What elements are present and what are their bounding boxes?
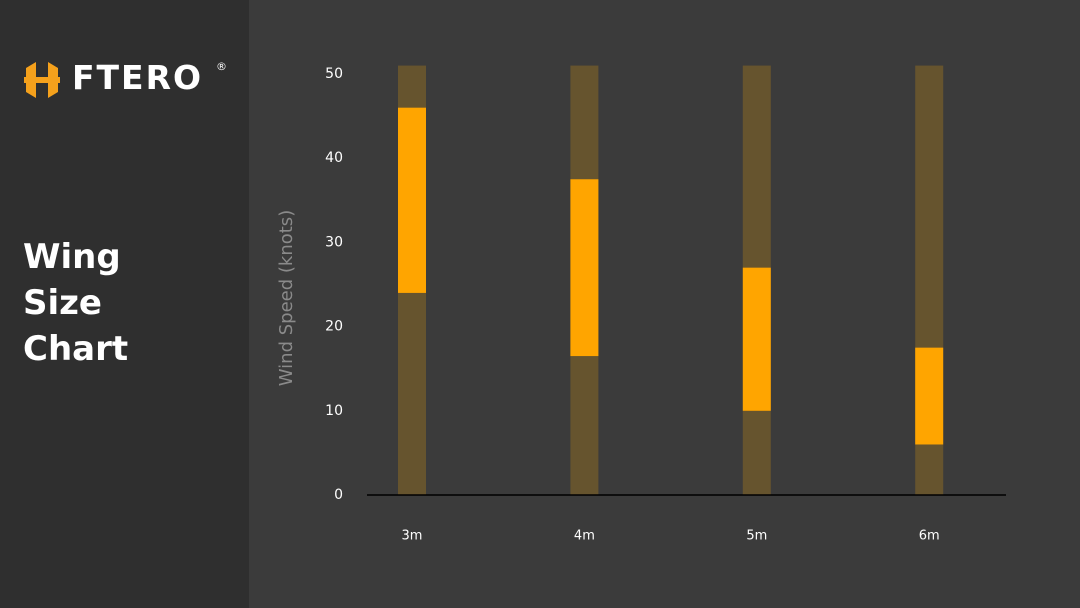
y-axis-label: Wind Speed (knots) (276, 210, 297, 386)
y-tick-label: 0 (334, 487, 343, 503)
x-tick-label: 5m (746, 529, 767, 544)
range-bar (742, 267, 771, 411)
chart-background (249, 0, 1080, 608)
y-tick-label: 30 (325, 234, 343, 250)
y-tick-label: 10 (325, 403, 343, 419)
logo-text: FTERO (72, 58, 204, 97)
range-bar (570, 179, 599, 357)
page-title: Wing Size Chart (23, 237, 129, 369)
y-tick-label: 50 (325, 66, 343, 82)
sidebar: FTERO ® Wing Size Chart (0, 0, 249, 608)
x-tick-label: 6m (919, 529, 940, 544)
logo-icon (24, 62, 60, 98)
registered-mark: ® (216, 60, 227, 73)
x-tick-label: 3m (402, 529, 423, 544)
x-tick-label: 4m (574, 529, 595, 544)
y-tick-label: 40 (325, 150, 343, 166)
range-bar (915, 347, 944, 445)
y-tick-label: 20 (325, 319, 343, 335)
range-bar (398, 107, 426, 293)
